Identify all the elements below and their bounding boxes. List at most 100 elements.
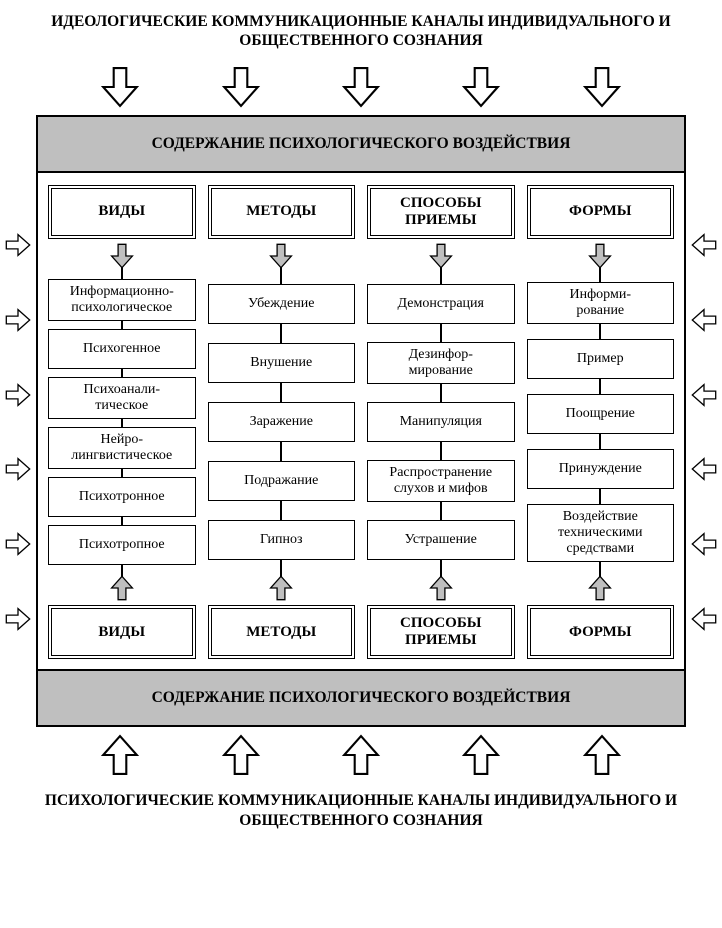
top-arrow-down-icon [460, 63, 502, 111]
column-items-stack: Информи-рование Пример Поощрение Принуждени… [527, 273, 675, 572]
item-box: Демонстрация [367, 284, 515, 324]
block-arrow-up-icon [108, 575, 136, 601]
right-arrow-left-icon [689, 382, 719, 406]
column-items-stack: Демонстрация Дезинфор-мирование Манипуляци… [367, 273, 515, 572]
mini-arrow-up-icon [267, 575, 295, 601]
left-side-arrows [0, 115, 36, 728]
item-box: Пример [527, 339, 675, 379]
item-box: Психоанали-тическое [48, 377, 196, 419]
item-box: Психотропное [48, 525, 196, 565]
block-arrow-down-icon [460, 63, 502, 111]
middle-row: СОДЕРЖАНИЕ ПСИХОЛОГИЧЕСКОГО ВОЗДЕЙСТВИЯ … [0, 115, 722, 728]
column: МЕТОДЫ Убеждение Внушение Заражение Подражан… [208, 185, 356, 660]
item-box: Гипноз [208, 520, 356, 560]
column-items-stack: Информационно-психологическоеПсихогенное… [48, 273, 196, 572]
content-area: ВИДЫ Информационно-психологическоеПсихоге… [38, 173, 684, 670]
item-box: Подражание [208, 461, 356, 501]
item-box: Манипуляция [367, 402, 515, 442]
left-arrow-right-icon [3, 456, 33, 480]
bottom-title: ПСИХОЛОГИЧЕСКИЕ КОММУНИКАЦИОННЫЕ КАНАЛЫ … [31, 791, 691, 830]
mini-arrow-down-icon [586, 243, 614, 269]
top-title: ИДЕОЛОГИЧЕСКИЕ КОММУНИКАЦИОННЫЕ КАНАЛЫ И… [31, 12, 691, 51]
gray-band-top: СОДЕРЖАНИЕ ПСИХОЛОГИЧЕСКОГО ВОЗДЕЙСТВИЯ [38, 117, 684, 173]
top-arrow-row [0, 59, 722, 115]
column-footer-box: ВИДЫ [48, 605, 196, 659]
item-box: Психогенное [48, 329, 196, 369]
columns-grid: ВИДЫ Информационно-психологическоеПсихоге… [48, 185, 674, 660]
block-arrow-right-icon [3, 606, 33, 632]
block-arrow-right-icon [3, 232, 33, 258]
block-arrow-up-icon [581, 731, 623, 779]
left-arrow-right-icon [3, 232, 33, 256]
right-arrow-left-icon [689, 232, 719, 256]
block-arrow-down-icon [267, 243, 295, 269]
block-arrow-down-icon [581, 63, 623, 111]
column-header-box: МЕТОДЫ [208, 185, 356, 239]
column-header-box: СПОСОБЫ ПРИЕМЫ [367, 185, 515, 239]
block-arrow-down-icon [427, 243, 455, 269]
block-arrow-left-icon [689, 232, 719, 258]
right-arrow-left-icon [689, 531, 719, 555]
item-box: Воздействие техническими средствами [527, 504, 675, 562]
item-box: Нейро-лингвистическое [48, 427, 196, 469]
block-arrow-left-icon [689, 606, 719, 632]
gray-band-bottom: СОДЕРЖАНИЕ ПСИХОЛОГИЧЕСКОГО ВОЗДЕЙСТВИЯ [38, 669, 684, 725]
block-arrow-up-icon [99, 731, 141, 779]
left-arrow-right-icon [3, 382, 33, 406]
block-arrow-up-icon [340, 731, 382, 779]
block-arrow-left-icon [689, 531, 719, 557]
left-arrow-right-icon [3, 606, 33, 630]
column-footer-box: СПОСОБЫ ПРИЕМЫ [367, 605, 515, 659]
bottom-arrow-row [0, 727, 722, 783]
diagram-root: ИДЕОЛОГИЧЕСКИЕ КОММУНИКАЦИОННЫЕ КАНАЛЫ И… [0, 0, 722, 856]
bottom-arrow-up-icon [340, 731, 382, 779]
block-arrow-right-icon [3, 456, 33, 482]
item-box: Поощрение [527, 394, 675, 434]
column-footer-box: ФОРМЫ [527, 605, 675, 659]
column-header-box: ФОРМЫ [527, 185, 675, 239]
block-arrow-right-icon [3, 531, 33, 557]
column: ФОРМЫ Информи-рование Пример Поощрение Прину… [527, 185, 675, 660]
mini-arrow-up-icon [108, 575, 136, 601]
block-arrow-up-icon [220, 731, 262, 779]
top-arrow-down-icon [581, 63, 623, 111]
block-arrow-down-icon [220, 63, 262, 111]
item-box: Заражение [208, 402, 356, 442]
block-arrow-up-icon [267, 575, 295, 601]
block-arrow-right-icon [3, 307, 33, 333]
bottom-arrow-up-icon [581, 731, 623, 779]
left-arrow-right-icon [3, 531, 33, 555]
item-box: Убеждение [208, 284, 356, 324]
top-arrow-down-icon [220, 63, 262, 111]
top-arrow-down-icon [99, 63, 141, 111]
column-header-box: ВИДЫ [48, 185, 196, 239]
bottom-arrow-up-icon [99, 731, 141, 779]
item-box: Распространение слухов и мифов [367, 460, 515, 502]
block-arrow-down-icon [340, 63, 382, 111]
item-box: Информи-рование [527, 282, 675, 324]
right-arrow-left-icon [689, 456, 719, 480]
left-arrow-right-icon [3, 307, 33, 331]
block-arrow-down-icon [586, 243, 614, 269]
item-box: Принуждение [527, 449, 675, 489]
right-arrow-left-icon [689, 606, 719, 630]
mini-arrow-down-icon [267, 243, 295, 269]
column-items-stack: Убеждение Внушение Заражение Подражание Гипн… [208, 273, 356, 572]
block-arrow-left-icon [689, 382, 719, 408]
bottom-arrow-up-icon [460, 731, 502, 779]
item-box: Дезинфор-мирование [367, 342, 515, 384]
outer-frame: СОДЕРЖАНИЕ ПСИХОЛОГИЧЕСКОГО ВОЗДЕЙСТВИЯ … [36, 115, 686, 728]
item-box: Устрашение [367, 520, 515, 560]
block-arrow-right-icon [3, 382, 33, 408]
block-arrow-left-icon [689, 307, 719, 333]
block-arrow-up-icon [427, 575, 455, 601]
block-arrow-left-icon [689, 456, 719, 482]
column-footer-box: МЕТОДЫ [208, 605, 356, 659]
mini-arrow-down-icon [427, 243, 455, 269]
bottom-arrow-up-icon [220, 731, 262, 779]
right-side-arrows [686, 115, 722, 728]
column: ВИДЫ Информационно-психологическоеПсихоге… [48, 185, 196, 660]
block-arrow-down-icon [108, 243, 136, 269]
item-box: Внушение [208, 343, 356, 383]
item-box: Психотронное [48, 477, 196, 517]
